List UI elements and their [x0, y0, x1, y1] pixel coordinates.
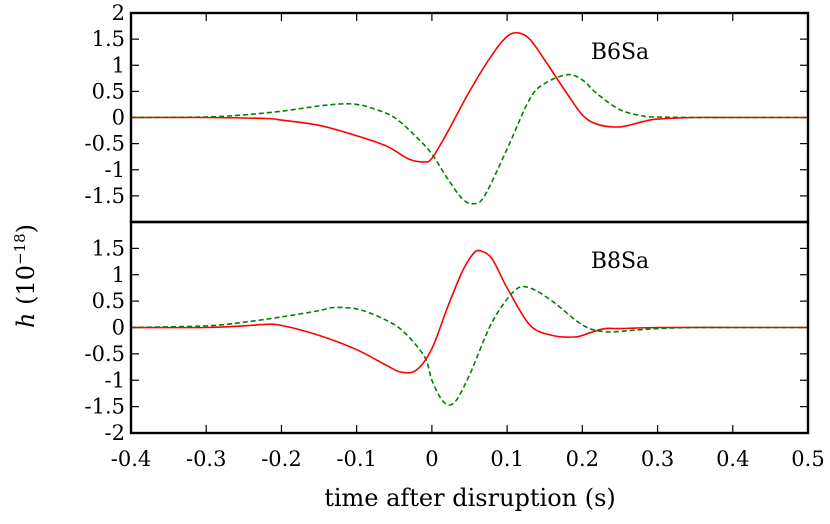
panel-b8sa: 1.5 10.5 0-0.5-1 -1.5-2 B8Sa [85, 220, 810, 445]
series-solid-line [131, 249, 808, 374]
x-tick-label: 0.2 [566, 447, 599, 471]
y-tick-label: 0.5 [92, 289, 125, 313]
x-tick-label: 0.5 [791, 447, 824, 471]
x-tick-label: -0.2 [261, 447, 302, 471]
y-tick-label: -1 [105, 368, 125, 392]
panel-frame [129, 220, 810, 435]
y-tick-label: 0.5 [92, 79, 125, 103]
y-axis-label: h (10−18) [11, 224, 40, 328]
chart-panels: 21.510.50-0.5-1-1.5B6Sa1.510.50-0.5-1-1.… [85, 1, 810, 445]
x-tick-label: 0.1 [490, 447, 523, 471]
y-axis-unit-exponent: −18 [11, 233, 29, 265]
panel-label: B8Sa [591, 249, 649, 274]
x-axis-label: time after disruption (s) [324, 484, 616, 512]
y-axis-unit-open: (10 [12, 265, 40, 313]
x-tick-label: 0.3 [641, 447, 674, 471]
y-tick-label: 2 [112, 1, 125, 25]
y-tick-label: 1.5 [92, 236, 125, 260]
x-tick-label: 0 [425, 447, 438, 471]
series-solid-line [131, 31, 808, 163]
x-tick-label: -0.3 [186, 447, 227, 471]
y-tick-label: 1 [112, 53, 125, 77]
y-axis-unit-close: ) [12, 224, 40, 233]
panel-b6sa: 21.510.5 0-0.5-1-1.5 B6Sa [85, 1, 810, 224]
series-dashed-line [131, 285, 808, 406]
y-tick-label: 0 [112, 106, 125, 130]
y-tick-label: -1 [105, 158, 125, 182]
y-tick-label: -0.5 [85, 342, 126, 366]
y-axis-symbol: h [12, 313, 40, 328]
panel-label: B6Sa [591, 40, 649, 65]
y-tick-label: -1.5 [85, 395, 126, 419]
y-tick-label: 1 [112, 263, 125, 287]
x-tick-label: -0.1 [336, 447, 377, 471]
x-axis-tick-labels: -0.4 -0.3 -0.2 -0.1 0 0.1 0.2 0.3 0.4 0.5 [111, 447, 825, 471]
y-tick-label: 0 [112, 316, 125, 340]
y-tick-label: -0.5 [85, 132, 126, 156]
y-tick-label: -2 [105, 421, 125, 445]
x-tick-label: -0.4 [111, 447, 152, 471]
y-tick-label: -1.5 [85, 184, 126, 208]
series-dashed-line [131, 73, 808, 205]
y-tick-label: 1.5 [92, 27, 125, 51]
x-tick-label: 0.4 [716, 447, 749, 471]
